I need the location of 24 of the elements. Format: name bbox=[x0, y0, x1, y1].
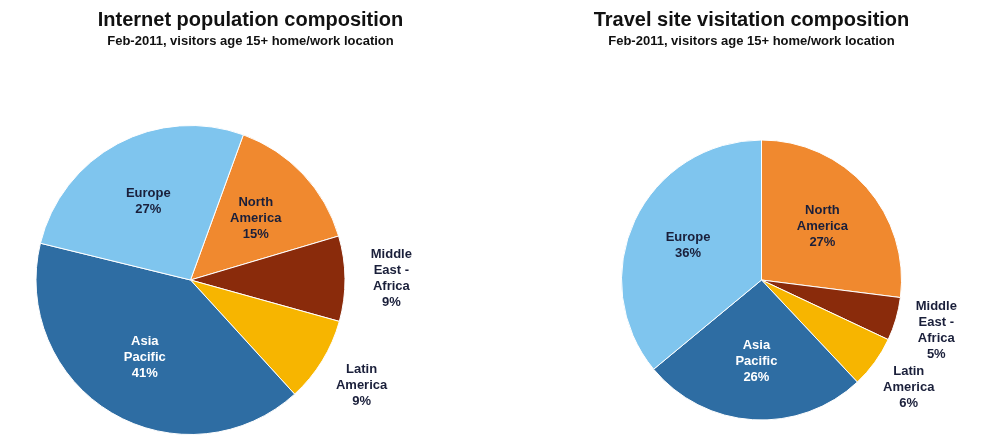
data-label: 5% bbox=[926, 346, 947, 362]
slice-label: North America bbox=[796, 201, 849, 233]
chart-title: Internet population composition bbox=[96, 8, 405, 31]
data-label: 36% bbox=[675, 245, 702, 260]
slice-label: Latin America bbox=[883, 362, 936, 394]
data-label: 9% bbox=[352, 392, 372, 408]
slice-label: North America bbox=[230, 194, 283, 226]
slice-label: Europe bbox=[125, 184, 171, 200]
data-label: 41% bbox=[131, 364, 159, 380]
data-label: 27% bbox=[135, 200, 162, 216]
slice-label: Middle East - Africa bbox=[915, 298, 957, 346]
slice-label: Latin America bbox=[335, 360, 389, 392]
data-label: 15% bbox=[242, 226, 270, 242]
slice-label: Asia Pacific bbox=[735, 336, 778, 368]
data-label: 26% bbox=[743, 368, 770, 384]
slice-label: Europe bbox=[665, 229, 711, 244]
chart-subtitle: Feb-2011, visitors age 15+ home/work location bbox=[607, 33, 896, 48]
chart-subtitle: Feb-2011, visitors age 15+ home/work location bbox=[106, 33, 395, 48]
slice-label: Middle East - Africa bbox=[370, 245, 412, 293]
chart-title: Travel site visitation composition bbox=[592, 8, 911, 31]
data-label: 27% bbox=[809, 233, 836, 249]
data-label: 6% bbox=[899, 394, 919, 410]
slice-label: Asia Pacific bbox=[123, 332, 166, 364]
data-label: 9% bbox=[381, 293, 402, 309]
